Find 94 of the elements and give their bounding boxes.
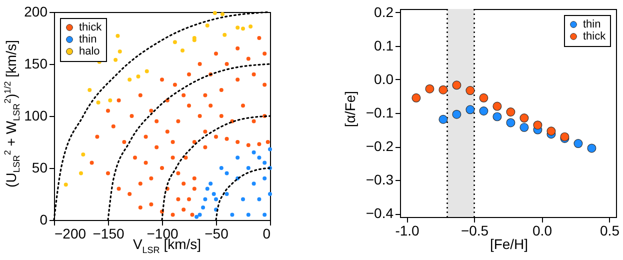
point [192,38,196,42]
point [214,197,218,202]
point [172,40,177,44]
point [118,50,122,54]
x-tick-label: 0.5 [600,222,620,238]
point [88,88,92,92]
point [452,110,462,119]
point [212,11,217,16]
point [81,152,86,156]
point [224,171,229,176]
point [574,139,583,148]
point [205,24,210,28]
x-tick-label: 0 [262,226,271,242]
point [219,166,224,170]
point [257,156,262,160]
y-tick-label: −0.2 [366,138,394,154]
point [241,197,245,202]
point [492,102,502,111]
point [452,80,462,90]
point [198,212,202,217]
point [116,34,120,38]
point [246,166,250,170]
point [201,206,206,210]
point [128,78,132,82]
point [262,176,267,180]
point [241,26,245,31]
point [236,26,240,30]
y-tick-label: 0.2 [374,4,394,20]
point [262,160,267,165]
point [230,212,234,217]
legend-label: thick [583,30,606,42]
point [222,32,227,37]
point [438,85,448,94]
point [479,106,488,116]
point [587,144,596,153]
point [438,114,448,124]
point [144,69,149,74]
point [180,48,185,52]
y-axis-title: [α/Fe] [342,90,358,130]
point [136,74,140,78]
point [546,126,556,136]
point [114,58,118,62]
y-tick-label: 200 [24,4,48,20]
point [520,122,529,132]
point [257,197,262,202]
point [425,84,434,94]
point [252,182,256,186]
y-tick-label: −0.1 [366,104,394,120]
point [268,147,272,152]
point [268,192,272,196]
legend-label: thick [79,22,102,34]
y-tick-label: 0.1 [374,37,394,54]
x-axis-title: [Fe/H] [490,236,528,252]
point [108,98,112,102]
legend-label: thin [79,34,97,46]
point [479,93,488,102]
y-tick-label: 0 [40,212,48,228]
point [248,24,253,29]
point [412,93,421,102]
point [533,120,542,130]
point [224,192,229,196]
y-tick-label: 150 [24,56,48,72]
x-tick-label: -1.0 [395,222,420,238]
point [220,12,224,16]
x-tick-label: 0.0 [532,222,552,238]
point [208,182,213,186]
point [492,112,502,122]
x-tick-label: −200 [54,226,86,242]
point [252,150,256,154]
x-tick-label: −50 [204,226,229,242]
point [466,86,475,95]
y-tick-label: 100 [24,108,48,124]
y-tick-label: −0.4 [366,205,394,222]
legend-label: thin [583,18,601,30]
point [506,118,516,128]
x-tick-label: −0.5 [460,222,489,238]
point [79,171,83,176]
point [520,114,529,123]
point [203,197,208,202]
point [205,186,210,191]
point [466,105,475,114]
y-tick-label: 50 [32,160,48,176]
point [236,156,240,160]
point [246,212,250,217]
point [64,182,68,187]
y-tick-label: −0.3 [366,172,394,188]
point [96,100,100,104]
point [194,214,199,219]
point [506,108,516,116]
legend-label: halo [79,46,100,58]
x-tick-label: −150 [92,226,124,242]
y-tick-label: 0.0 [374,70,394,87]
point [212,192,216,196]
point [262,212,267,217]
